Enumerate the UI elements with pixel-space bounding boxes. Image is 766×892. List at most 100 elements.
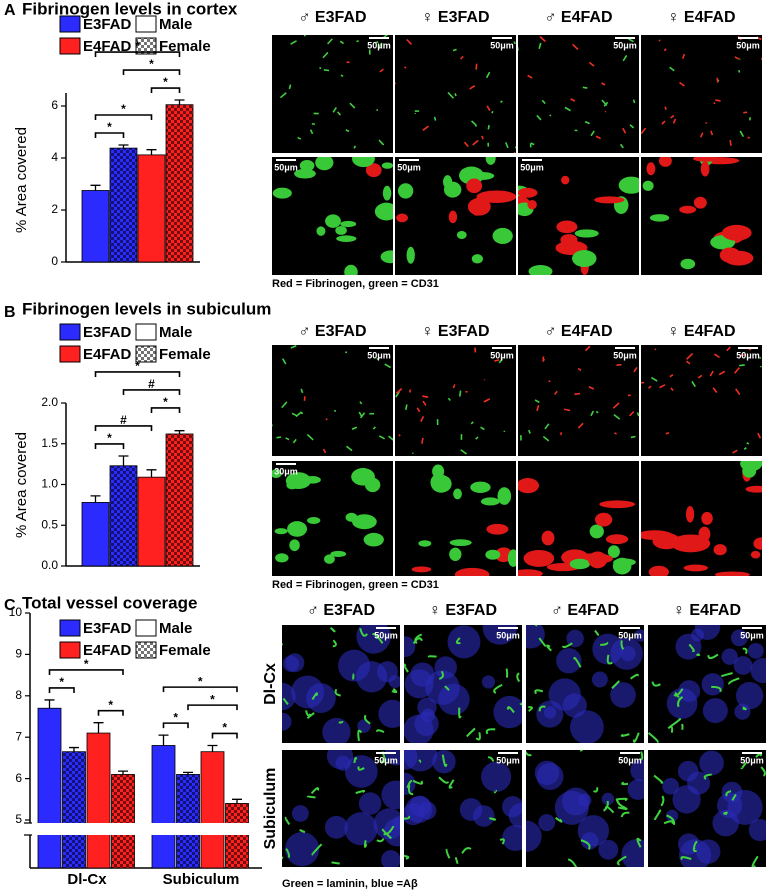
bar [86,732,111,869]
texture-vessel [615,798,626,809]
texture-vessel [534,689,544,695]
texture-blob [556,648,582,674]
y-tick-label: 1.5 [41,436,58,450]
texture-vessel [613,413,621,420]
legend-swatch [59,37,81,55]
texture-vessel [699,132,704,138]
bar [62,751,86,869]
texture-blob [284,831,320,867]
texture-vessel [276,436,282,439]
texture-vessel [630,673,639,680]
texture-blob [698,526,711,542]
caption: Green = laminin, blue =Aβ [282,878,418,890]
texture-blob [730,629,748,647]
texture-vessel [613,432,617,435]
texture-vessel [404,404,408,411]
texture-blob [418,540,432,547]
texture-vessel [564,106,571,112]
scale-bar-label: 50μm [496,755,520,765]
texture-vessel [284,816,291,826]
texture-vessel [309,129,314,135]
texture-vessel [743,446,747,450]
texture-vessel [760,766,766,777]
texture-vessel [463,141,469,148]
legend-swatch [135,15,157,33]
texture-vessel [441,754,448,767]
texture-vessel [487,125,490,130]
micrograph-texture [642,157,754,270]
texture-vessel [452,384,456,389]
texture-blob [588,551,608,569]
scale-bar-label: 50μm [736,40,760,50]
texture-blob [471,254,483,264]
significance-label: # [148,377,155,391]
texture-vessel [352,672,355,680]
y-tick-label: 7 [15,729,22,743]
column-label: ♀ E3FAD [421,9,489,26]
error-bar [118,455,129,466]
texture-vessel [420,415,425,423]
micrograph [518,345,639,456]
texture-vessel [282,697,289,706]
texture-blob [613,558,636,566]
texture-vessel [471,120,477,126]
texture-blob [594,196,625,204]
texture-vessel [498,358,503,364]
texture-vessel [632,99,636,104]
texture-blob [683,564,709,572]
texture-blob [381,162,393,169]
chart-title: Fibrinogen levels in cortex [22,0,238,18]
texture-vessel [650,376,658,382]
texture-vessel [691,380,696,388]
texture-blob [285,653,305,673]
texture-blob [610,682,636,708]
texture-vessel [311,692,318,700]
texture-vessel [491,110,494,114]
texture-blob [662,777,680,795]
texture-vessel [505,142,509,149]
texture-blob [492,227,513,245]
legend-label: E4FAD [83,346,132,363]
texture-blob [589,524,604,539]
texture-vessel [594,629,600,636]
texture-vessel [570,98,576,102]
texture-blob [330,550,347,558]
micrograph-texture [272,345,393,454]
texture-vessel [381,828,392,840]
texture-blob [404,803,425,826]
texture-vessel [459,55,464,60]
scale-bar-label: 50μm [490,40,514,50]
row-label: Subiculum [262,768,279,850]
texture-vessel [711,685,722,693]
significance-label: * [59,675,64,689]
y-tick-label: 6 [15,771,22,785]
legend-swatch [135,37,157,55]
micrograph-texture [395,345,506,455]
column-label: ♀ E4FAD [673,602,741,619]
scale-bar-label: 50μm [618,755,642,765]
texture-vessel [416,407,421,413]
texture-vessel [651,681,661,687]
texture-vessel [674,691,681,699]
texture-blob [554,790,589,825]
texture-vessel [500,100,503,104]
scale-bar-label: 50μm [374,755,398,765]
texture-blob [454,567,490,576]
significance-label: * [84,657,89,671]
texture-blob [641,530,673,540]
texture-vessel [378,139,385,146]
significance-bracket [211,732,238,739]
texture-blob [381,850,400,867]
scale-bar-label: 50μm [496,630,520,640]
texture-blob [526,820,542,852]
texture-vessel [379,68,384,73]
legend-swatch [135,323,157,341]
texture-vessel [306,433,314,441]
texture-blob [438,683,470,716]
texture-vessel [530,142,535,146]
bar [137,476,166,567]
texture-vessel [454,857,459,865]
texture-vessel [472,139,479,146]
texture-vessel [433,116,437,121]
texture-vessel [622,127,627,134]
